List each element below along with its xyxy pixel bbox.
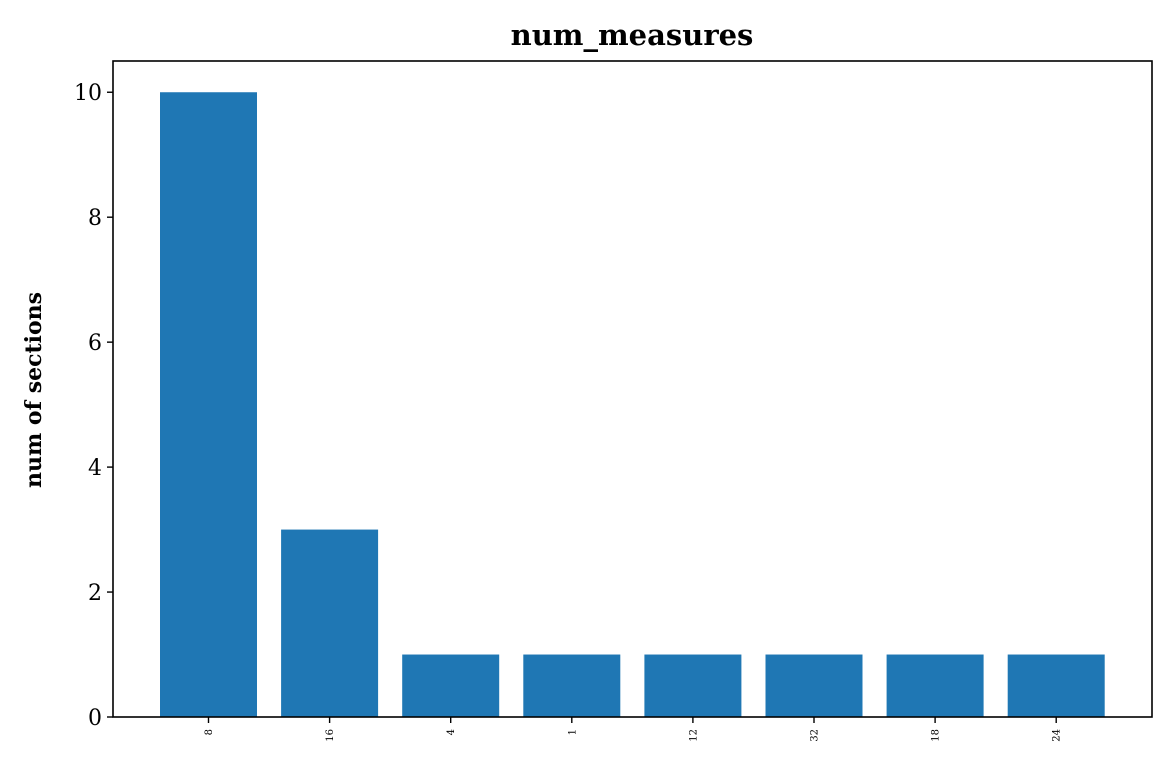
y-tick-label: 6 xyxy=(88,331,102,356)
bar-4 xyxy=(402,654,500,717)
x-ticks-group: 8 16 4 1 12 32 18 24 xyxy=(204,717,1063,742)
x-tick-label: 1 xyxy=(567,729,578,735)
y-tick-label: 8 xyxy=(88,206,102,231)
bar-8 xyxy=(160,92,257,717)
bar-24 xyxy=(1007,654,1105,717)
x-tick-label: 32 xyxy=(810,729,821,742)
x-tick-label: 16 xyxy=(325,729,336,742)
x-tick-label: 24 xyxy=(1052,729,1063,742)
y-tick-label: 10 xyxy=(74,81,102,106)
y-tick-label: 0 xyxy=(88,706,102,731)
y-tick-label: 2 xyxy=(88,581,102,606)
x-tick-label: 18 xyxy=(931,729,942,742)
x-tick-label: 8 xyxy=(204,729,215,735)
bar-1 xyxy=(523,654,621,717)
y-axis-label: num of sections xyxy=(21,292,47,488)
chart-title: num_measures xyxy=(511,18,754,52)
bars-group xyxy=(160,92,1105,717)
bar-16 xyxy=(281,529,379,717)
axes-frame xyxy=(112,60,1153,718)
bar-18 xyxy=(886,654,984,717)
x-tick-label: 4 xyxy=(446,729,457,735)
y-ticks-group: 0 2 4 6 8 10 xyxy=(74,81,113,731)
bar-32 xyxy=(765,654,863,717)
y-tick-label: 4 xyxy=(88,456,102,481)
x-tick-label: 12 xyxy=(688,729,699,742)
bar-12 xyxy=(644,654,742,717)
